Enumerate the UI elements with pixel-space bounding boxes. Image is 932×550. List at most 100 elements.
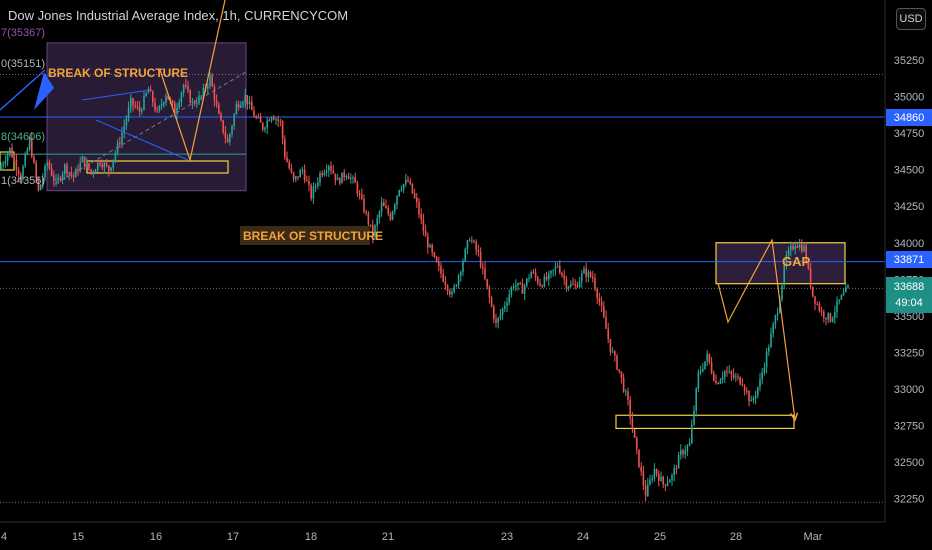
candle-body	[266, 120, 268, 128]
gap-zone[interactable]	[715, 242, 846, 285]
price-tick-label: 34750	[894, 128, 925, 140]
candle-body	[721, 377, 724, 380]
candle-body	[592, 276, 594, 279]
candle-body	[473, 240, 475, 242]
candle-body	[400, 189, 403, 191]
candle-body	[288, 161, 290, 169]
fib-label-1: 7(35367)	[1, 27, 45, 39]
candle-body	[330, 166, 332, 171]
candle-body	[699, 371, 702, 373]
level-a-tag	[886, 109, 932, 126]
candle-body	[2, 163, 4, 166]
candle-body	[504, 305, 506, 309]
candle-body	[779, 299, 781, 313]
candle-body	[794, 246, 796, 250]
candle-body	[356, 182, 359, 194]
candle-body	[306, 180, 308, 182]
candle-body	[53, 175, 55, 181]
currency-button[interactable]: USD	[896, 8, 926, 30]
candle-body	[90, 169, 92, 173]
blue-ray-lower[interactable]	[95, 119, 189, 161]
candle-body	[768, 347, 770, 352]
dashed-trend-line[interactable]	[54, 71, 247, 185]
candle-body	[565, 278, 568, 289]
candle-body	[251, 101, 253, 111]
target-box[interactable]	[615, 414, 795, 430]
candle-body	[416, 197, 418, 203]
candle-body	[675, 468, 678, 470]
candle-body	[154, 102, 156, 111]
candle-body	[730, 371, 733, 375]
candle-body	[433, 252, 436, 257]
time-tick-label: Mar	[804, 531, 823, 543]
bos-mid-bg	[240, 226, 370, 245]
candle-body	[59, 177, 62, 180]
candle-body	[488, 287, 491, 298]
time-axis[interactable]: 4 15 16 17 18 21 23 24 25 28 Mar	[1, 531, 823, 543]
projection-path-left[interactable]	[159, 0, 226, 163]
candle-body	[842, 292, 845, 296]
candle-body	[75, 169, 77, 178]
candle-body	[666, 482, 669, 486]
candle-body	[726, 371, 728, 373]
candle-body	[152, 91, 154, 103]
candle-body	[385, 206, 387, 209]
candle-body	[710, 362, 713, 373]
candle-body	[277, 119, 279, 122]
candle-body	[112, 159, 114, 168]
candle-body	[805, 246, 807, 263]
candle-body	[677, 454, 680, 469]
candle-body	[444, 281, 447, 286]
candle-body	[477, 249, 480, 253]
candle-body	[160, 104, 163, 107]
candle-body	[572, 283, 574, 285]
time-tick-label: 16	[150, 531, 162, 543]
candle-body	[211, 75, 213, 87]
candle-body	[361, 194, 363, 199]
candle-body	[757, 387, 759, 396]
candle-body	[301, 169, 304, 171]
candle-body	[649, 479, 651, 485]
candle-body	[596, 289, 598, 299]
candle-body	[697, 372, 700, 389]
candle-body	[125, 118, 128, 126]
candle-body	[561, 272, 563, 276]
candle-body	[374, 225, 376, 238]
candle-body	[519, 282, 521, 284]
candle-body	[620, 371, 623, 378]
candle-body	[193, 101, 196, 104]
candle-body	[636, 437, 638, 450]
projection-path-right[interactable]	[717, 238, 795, 420]
candle-body	[189, 90, 191, 103]
candle-body	[754, 395, 757, 399]
candle-body	[240, 105, 242, 108]
left-edge-box[interactable]	[0, 151, 15, 171]
candle-body	[457, 275, 460, 285]
candle-body	[358, 193, 361, 195]
candle-body	[422, 219, 425, 231]
candle-body	[391, 211, 394, 220]
candle-body	[640, 466, 642, 472]
candle-body	[435, 256, 438, 263]
candle-body	[185, 84, 187, 87]
candle-body	[508, 294, 510, 303]
time-tick-label: 4	[1, 531, 7, 543]
candle-body	[163, 102, 165, 105]
candle-body	[24, 154, 26, 167]
trend-line-left[interactable]	[0, 69, 46, 111]
price-tags: 34860 33871 33688 49:04	[886, 109, 932, 313]
candle-body	[108, 165, 110, 171]
candle-body	[77, 169, 79, 172]
candle-body	[479, 252, 482, 267]
candle-body	[341, 172, 343, 184]
gap-label: GAP	[782, 254, 811, 269]
candle-body	[222, 120, 224, 133]
candle-body	[141, 109, 143, 112]
candle-body	[242, 102, 244, 106]
candle-body	[235, 103, 238, 115]
candle-body	[728, 371, 730, 373]
time-tick-label: 28	[730, 531, 742, 543]
blue-ray[interactable]	[81, 89, 151, 101]
candle-body	[574, 284, 576, 286]
